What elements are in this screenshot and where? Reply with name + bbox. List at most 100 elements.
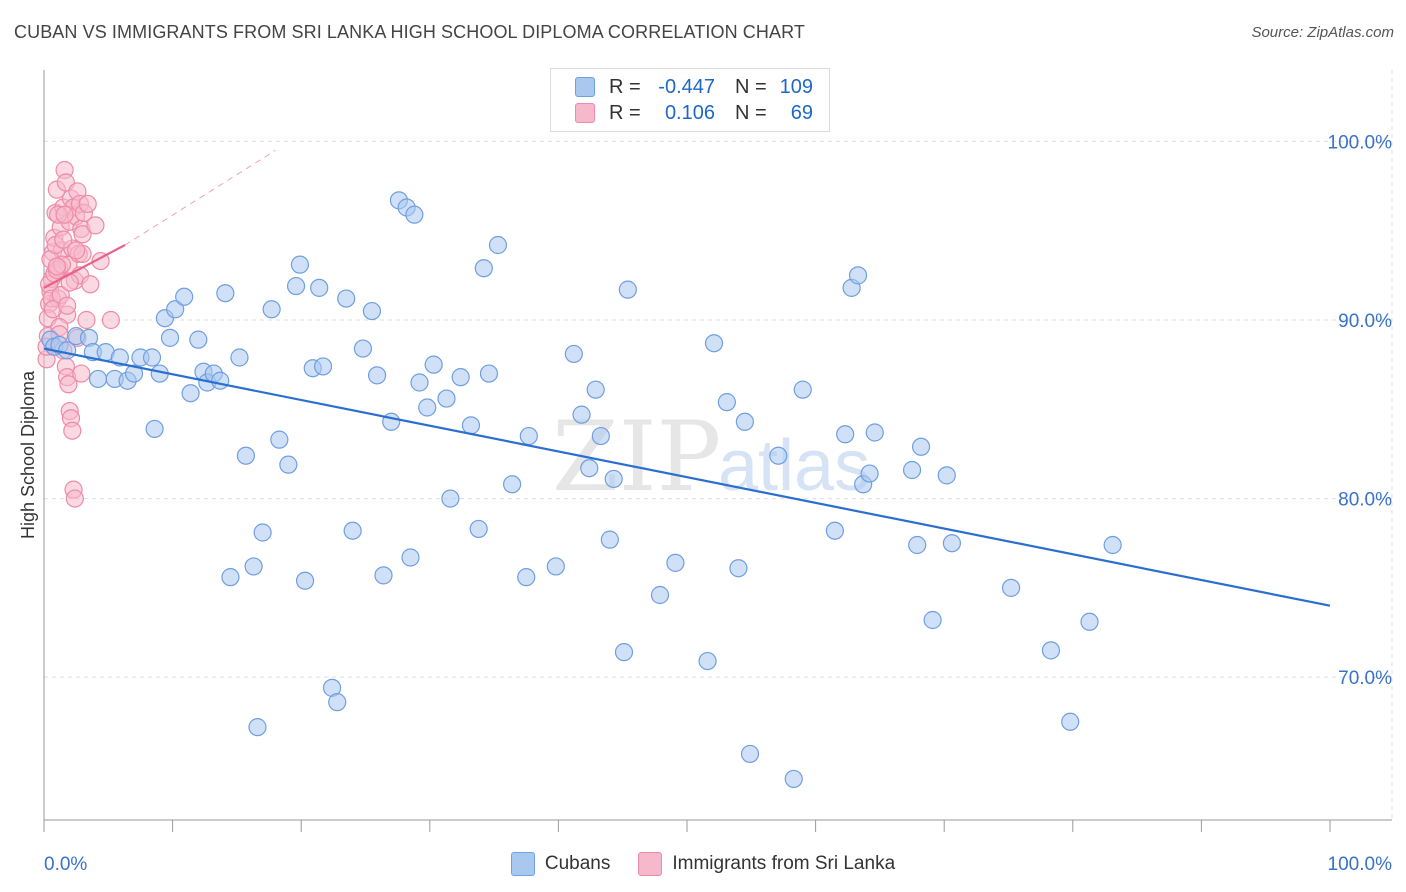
- point-cubans: [175, 287, 194, 306]
- legend-label-srilanka: Immigrants from Sri Lanka: [672, 853, 896, 874]
- point-srilanka: [72, 364, 91, 383]
- point-cubans: [1080, 612, 1099, 631]
- point-cubans: [110, 348, 129, 367]
- point-cubans: [230, 348, 249, 367]
- point-srilanka: [86, 216, 105, 235]
- point-cubans: [479, 364, 499, 383]
- point-cubans: [469, 519, 488, 539]
- point-cubans: [248, 718, 267, 737]
- y-tick-label: 90.0%: [1338, 311, 1392, 332]
- point-srilanka: [54, 230, 73, 249]
- point-cubans: [418, 398, 437, 417]
- point-cubans: [769, 446, 788, 465]
- point-cubans: [279, 455, 298, 474]
- point-cubans: [848, 266, 868, 285]
- point-cubans: [221, 568, 240, 587]
- point-cubans: [704, 334, 724, 353]
- point-cubans: [519, 426, 538, 446]
- legend-r-value: 0.106: [664, 101, 715, 124]
- legend-n-label: N =: [735, 75, 767, 98]
- point-cubans: [666, 553, 685, 572]
- point-srilanka: [55, 205, 74, 224]
- point-cubans: [503, 475, 522, 494]
- point-cubans: [902, 460, 922, 480]
- point-cubans: [740, 744, 760, 764]
- watermark: ZIP atlas: [552, 401, 870, 513]
- axes: [43, 70, 1392, 832]
- point-cubans: [580, 459, 599, 478]
- point-srilanka: [73, 225, 92, 244]
- point-cubans: [923, 610, 942, 630]
- point-cubans: [1001, 578, 1021, 597]
- point-cubans: [1103, 535, 1122, 555]
- point-cubans: [405, 205, 424, 224]
- point-cubans: [189, 330, 208, 349]
- point-cubans: [937, 466, 956, 485]
- point-cubans: [474, 259, 493, 278]
- y-tick-label: 100.0%: [1328, 132, 1393, 153]
- point-cubans: [451, 368, 470, 387]
- point-cubans: [367, 366, 387, 385]
- x-tick-label-end: 100.0%: [1328, 854, 1393, 875]
- point-srilanka: [81, 275, 100, 294]
- point-srilanka: [67, 241, 86, 260]
- y-tick-label: 80.0%: [1338, 490, 1392, 511]
- point-cubans: [343, 521, 362, 540]
- legend-swatch-srilanka: [575, 103, 595, 123]
- point-cubans: [374, 566, 393, 585]
- point-cubans: [908, 535, 927, 555]
- legend-item-srilanka[interactable]: Immigrants from Sri Lanka: [638, 852, 895, 876]
- point-cubans: [142, 348, 162, 367]
- point-cubans: [564, 344, 583, 364]
- point-cubans: [698, 651, 717, 671]
- point-cubans: [825, 521, 844, 540]
- point-srilanka: [78, 194, 97, 214]
- legend-label-cubans: Cubans: [544, 853, 611, 874]
- point-cubans: [270, 430, 289, 449]
- legend-swatch-cubans: [510, 852, 535, 876]
- trend-line-cubans: [43, 347, 1331, 607]
- point-cubans: [310, 278, 329, 297]
- legend-r-value: -0.447: [658, 75, 715, 98]
- chart-title: CUBAN VS IMMIGRANTS FROM SRI LANKA HIGH …: [14, 22, 805, 42]
- point-srilanka: [63, 421, 82, 440]
- point-cubans: [337, 289, 356, 308]
- point-cubans: [650, 585, 670, 605]
- point-cubans: [729, 559, 748, 578]
- point-cubans: [181, 384, 200, 403]
- point-cubans: [591, 426, 610, 446]
- point-srilanka: [65, 489, 84, 508]
- point-cubans: [1041, 641, 1061, 660]
- point-srilanka: [59, 375, 78, 394]
- legend-swatch-cubans: [575, 77, 595, 97]
- point-cubans: [784, 769, 803, 789]
- series-srilanka-points: [37, 160, 120, 508]
- point-cubans: [735, 412, 754, 431]
- legend-r-label: R =: [609, 75, 641, 98]
- point-cubans: [236, 446, 256, 465]
- legend-item-cubans[interactable]: Cubans: [510, 852, 611, 876]
- legend-r-label: R =: [609, 101, 641, 124]
- legend-row-cubans: R = -0.447 N = 109: [575, 74, 813, 100]
- trend-lines: [43, 149, 1331, 607]
- point-cubans: [286, 276, 306, 296]
- point-cubans: [1061, 712, 1080, 731]
- legend-row-srilanka: R = 0.106 N = 69: [575, 100, 813, 126]
- legend-n-label: N =: [735, 101, 767, 124]
- y-axis-label: High School Diploma: [18, 370, 38, 539]
- point-cubans: [410, 373, 429, 392]
- stats-legend: R = -0.447 N = 109 R = 0.106 N = 69: [550, 68, 830, 132]
- point-cubans: [88, 369, 108, 389]
- point-cubans: [793, 380, 812, 399]
- series-cubans-points: [41, 191, 1122, 789]
- point-cubans: [262, 300, 281, 319]
- point-cubans: [865, 423, 884, 442]
- point-cubans: [313, 357, 333, 376]
- point-cubans: [216, 284, 235, 303]
- point-cubans: [145, 419, 164, 439]
- point-cubans: [572, 405, 591, 424]
- point-cubans: [328, 693, 347, 712]
- point-cubans: [211, 371, 230, 390]
- series-legend: Cubans Immigrants from Sri Lanka: [0, 852, 1406, 876]
